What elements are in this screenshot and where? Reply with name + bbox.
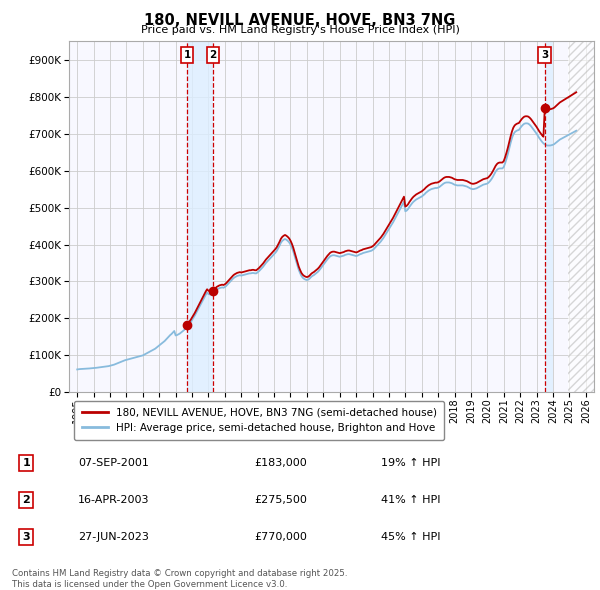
Text: 2: 2 (23, 495, 30, 505)
Legend: 180, NEVILL AVENUE, HOVE, BN3 7NG (semi-detached house), HPI: Average price, sem: 180, NEVILL AVENUE, HOVE, BN3 7NG (semi-… (74, 401, 444, 440)
Text: 07-SEP-2001: 07-SEP-2001 (78, 458, 149, 468)
Text: 16-APR-2003: 16-APR-2003 (78, 495, 150, 505)
Text: Contains HM Land Registry data © Crown copyright and database right 2025.
This d: Contains HM Land Registry data © Crown c… (12, 569, 347, 589)
Text: Price paid vs. HM Land Registry's House Price Index (HPI): Price paid vs. HM Land Registry's House … (140, 25, 460, 35)
Text: £275,500: £275,500 (254, 495, 307, 505)
Text: 2: 2 (209, 50, 217, 60)
Text: 1: 1 (23, 458, 30, 468)
Bar (545, 41, 553, 392)
Text: 3: 3 (541, 50, 548, 60)
Text: 41% ↑ HPI: 41% ↑ HPI (380, 495, 440, 505)
Text: 19% ↑ HPI: 19% ↑ HPI (380, 458, 440, 468)
Text: 45% ↑ HPI: 45% ↑ HPI (380, 532, 440, 542)
Bar (568, 41, 594, 392)
Text: £183,000: £183,000 (254, 458, 307, 468)
Text: 1: 1 (184, 50, 191, 60)
Text: £770,000: £770,000 (254, 532, 307, 542)
Text: 27-JUN-2023: 27-JUN-2023 (78, 532, 149, 542)
Text: 180, NEVILL AVENUE, HOVE, BN3 7NG: 180, NEVILL AVENUE, HOVE, BN3 7NG (145, 13, 455, 28)
Bar (187, 41, 213, 392)
Text: 3: 3 (23, 532, 30, 542)
